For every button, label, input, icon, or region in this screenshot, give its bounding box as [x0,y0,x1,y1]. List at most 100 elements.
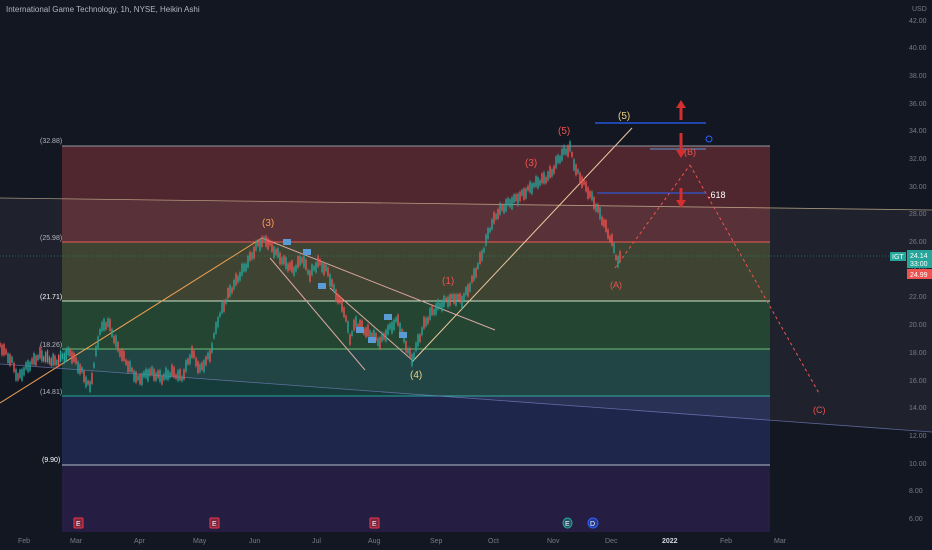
timer-icon[interactable] [705,135,713,143]
candle-body [223,300,225,312]
candle-body [191,346,193,358]
pattern-box[interactable] [384,314,392,320]
fib-zone-bottom [62,396,770,465]
candle-body [313,265,315,271]
candle-body [37,355,39,361]
pattern-box[interactable] [318,283,326,289]
candle-body [303,255,305,268]
candle-body [29,361,31,371]
candle-body [339,296,341,304]
price-tick-label: 38.00 [909,73,927,80]
fib-label-6: (9.90) [42,457,60,464]
channel-upper-line[interactable] [0,197,932,211]
time-tick-label: Feb [18,538,30,545]
candle-body [569,141,571,152]
candle-body [219,312,221,317]
price-tick-label: 14.00 [909,405,927,412]
candle-body [591,191,593,201]
candle-body [125,359,127,365]
last-price-badge [907,250,932,268]
candle-body [311,264,313,276]
candle-body [19,369,21,379]
trendline-wave-1-3[interactable] [0,237,263,404]
earnings-e-icon[interactable]: E [369,517,380,529]
candle-body [115,335,117,348]
time-tick-label: Jun [249,538,260,545]
price-tick-label: 10.00 [909,461,927,468]
trend-lines[interactable] [0,122,890,404]
trendline-wedge-a[interactable] [269,257,366,371]
fib-retracement[interactable] [62,145,770,532]
candle-body [89,381,91,392]
candle-body [195,357,197,367]
candle-body [211,343,213,353]
candle-body [383,333,385,340]
price-tick-label: 26.00 [909,239,927,246]
candle-body [50,358,52,366]
candle-body [475,268,477,278]
candle-body [61,353,64,359]
candle-body [203,360,205,373]
candle-body [565,148,567,155]
candle-body [17,373,19,381]
candle-body [235,273,237,286]
symbol-title[interactable]: International Game Technology, 1h, NYSE,… [6,5,200,14]
candle-body [327,267,329,277]
candle-body [159,369,161,382]
trendline-wedge-b[interactable] [329,287,413,361]
candle-body [271,241,273,253]
candle-body [97,336,99,348]
candle-body [607,229,609,239]
price-tick-label: 34.00 [909,128,927,135]
time-tick-label: Oct [488,538,499,545]
projection-path-2[interactable] [689,164,821,396]
candle-body [65,348,67,361]
time-axis[interactable]: Feb Mar Apr May Jun Jul Aug Sep Oct Nov Dec 2022 Feb… [18,538,787,545]
candle-body [347,321,349,333]
candle-body [511,197,513,210]
candle-body [107,318,109,327]
arrows[interactable] [676,100,686,208]
candle-body [9,354,11,366]
time-tick-label: Nov [547,538,560,545]
pattern-box[interactable] [368,337,376,343]
event-markers[interactable]: E E E E D [73,517,599,529]
candle-body [291,260,293,273]
candle-body [301,257,303,263]
fib-label-4: (18.26) [40,342,62,349]
candle-body [533,183,535,188]
candle-body [355,316,357,328]
candle-body [603,219,605,227]
trendline-4-to-5[interactable] [411,127,633,363]
earnings-e-icon[interactable]: E [562,517,573,529]
pattern-box[interactable] [399,332,407,338]
pattern-boxes[interactable] [283,239,407,343]
pattern-box[interactable] [303,249,311,255]
earnings-e-icon[interactable]: E [209,517,220,529]
wave-label-c: (C) [813,405,826,415]
candle-body [185,360,187,372]
earnings-e-icon[interactable]: E [73,517,84,529]
arrow-down-icon[interactable] [676,188,686,208]
candle-body [39,347,41,359]
arrow-up-icon[interactable] [676,100,686,120]
candle-body [309,270,311,282]
pattern-box[interactable] [283,239,291,245]
candle-body [443,295,445,307]
candle-body [507,197,509,206]
time-tick-label: Feb [720,538,732,545]
arrow-down-icon[interactable] [676,133,686,158]
candle-body [441,300,443,312]
candle-body [407,348,409,354]
candle-body [389,323,391,330]
candle-body [453,294,455,304]
candle-body [275,249,277,255]
candles[interactable] [0,139,621,394]
candle-body [157,370,159,379]
candle-body [135,371,137,383]
dividend-d-icon[interactable]: D [587,517,599,529]
candle-body [573,159,575,171]
fib-zone-upper [62,242,770,301]
pattern-box[interactable] [356,327,364,333]
